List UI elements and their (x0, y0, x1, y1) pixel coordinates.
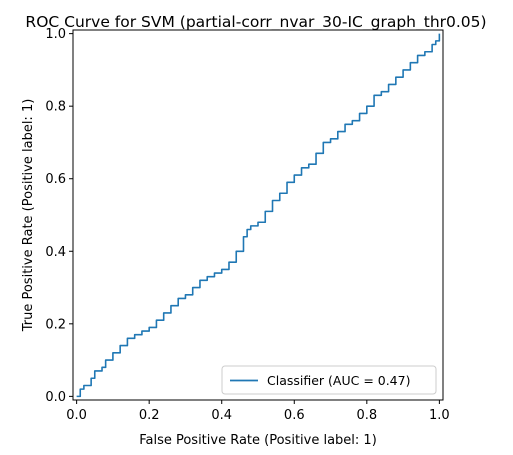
y-tick-label: 1.0 (45, 27, 66, 42)
plot-area (72, 29, 444, 401)
y-tick-label: 0.6 (45, 172, 66, 187)
y-tick-label: 0.2 (45, 317, 66, 332)
x-tick-label: 1.0 (429, 408, 450, 423)
x-tick-label: 0.8 (356, 408, 377, 423)
y-tick-label: 0.0 (45, 390, 66, 405)
legend-frame (221, 365, 437, 395)
x-tick-label: 0.2 (139, 408, 160, 423)
y-axis-label: True Positive Rate (Positive label: 1) (21, 99, 36, 333)
y-tick-label: 0.8 (45, 100, 66, 115)
x-tick-label: 0.0 (66, 408, 87, 423)
legend: Classifier (AUC = 0.47) (221, 365, 437, 395)
plot-frame (72, 29, 444, 401)
roc-curve-line (76, 33, 441, 398)
y-tick-label: 0.4 (45, 245, 66, 260)
x-tick-label: 0.6 (284, 408, 305, 423)
legend-entry-label: Classifier (AUC = 0.47) (267, 373, 410, 388)
x-tick-label: 0.4 (211, 408, 232, 423)
x-axis-label: False Positive Rate (Positive label: 1) (139, 433, 377, 448)
y-axis-ticks: 0.0 0.2 0.4 0.6 0.8 1.0 (45, 27, 73, 405)
chart-title: ROC Curve for SVM (partial-corr_nvar_30-… (25, 13, 486, 32)
x-axis-ticks: 0.0 0.2 0.4 0.6 0.8 1.0 (66, 400, 450, 423)
